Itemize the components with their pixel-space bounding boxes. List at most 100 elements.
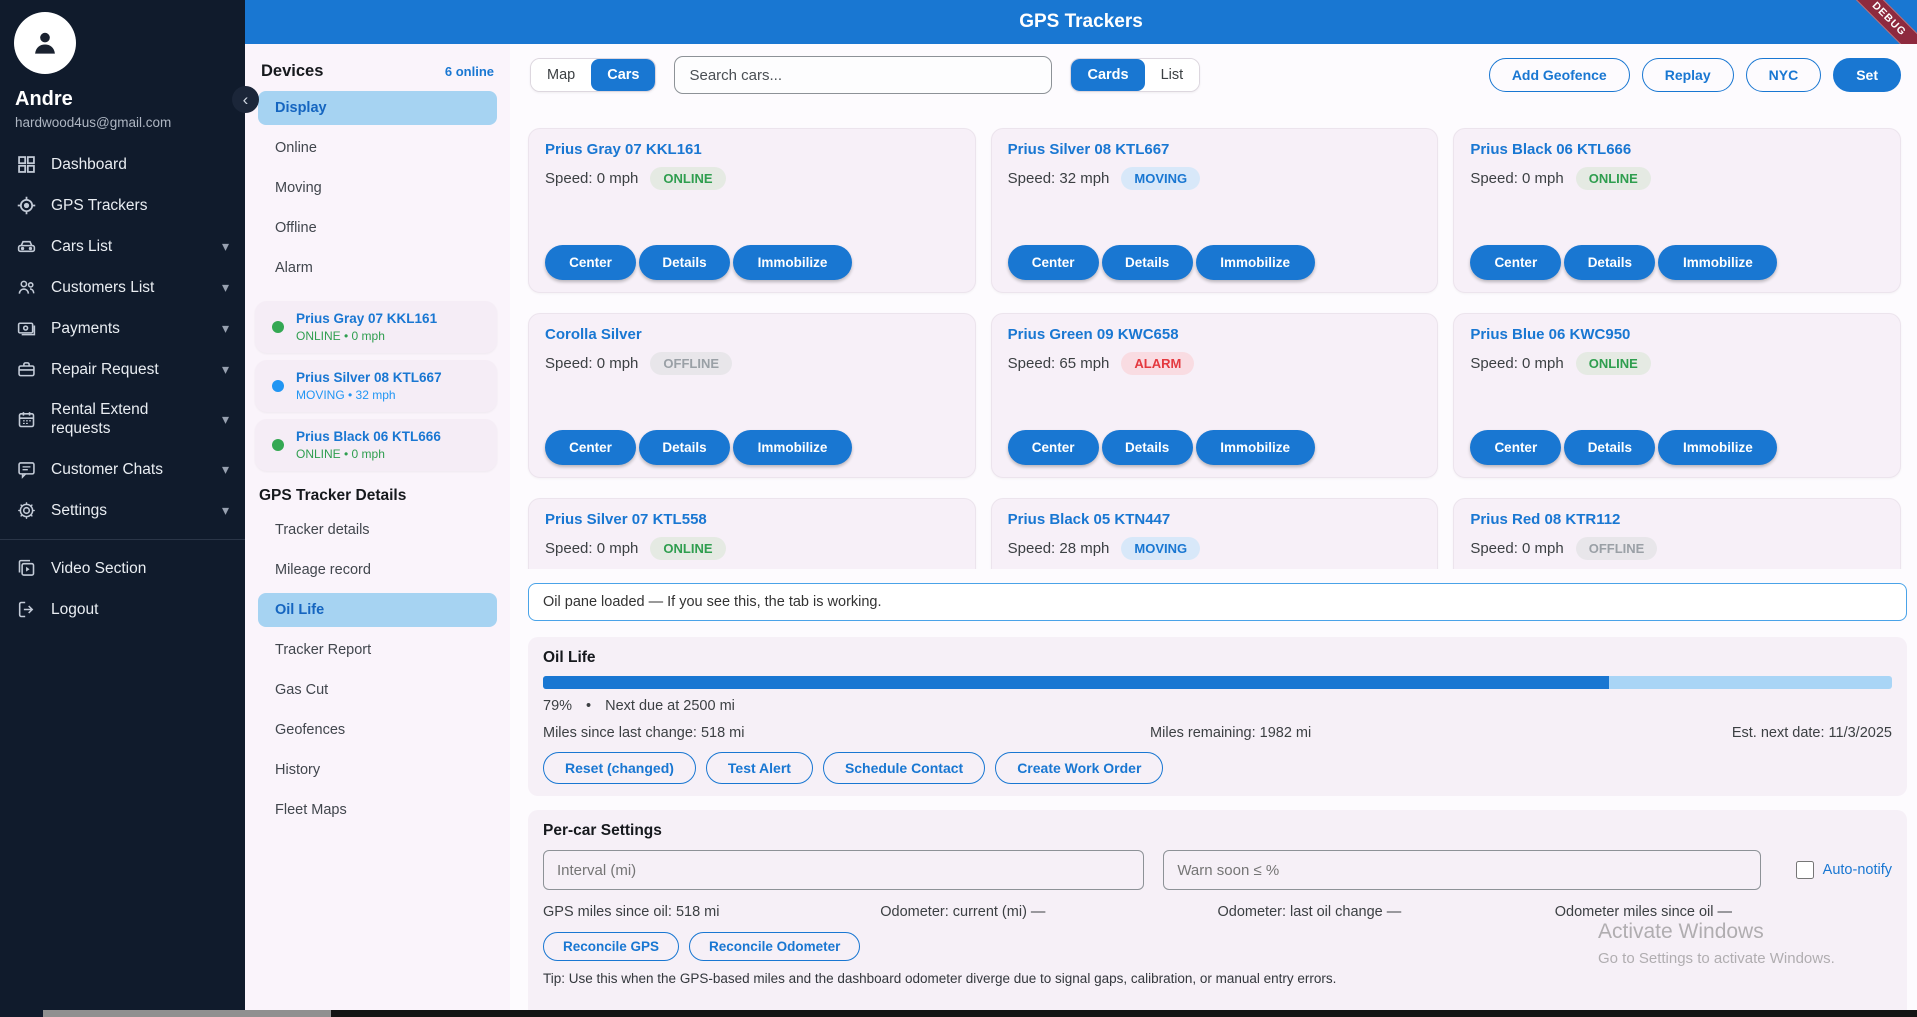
toolbar-action-button[interactable]: Replay bbox=[1641, 58, 1734, 92]
device-filter-item[interactable]: Alarm bbox=[258, 251, 497, 285]
oil-life-action-button[interactable]: Create Work Order bbox=[995, 752, 1164, 784]
device-list-item[interactable]: Prius Black 06 KTL666 ONLINE • 0 mph bbox=[255, 419, 497, 471]
car-speed: Speed: 0 mph bbox=[1470, 355, 1564, 372]
horizontal-scrollbar[interactable] bbox=[43, 1010, 1917, 1017]
device-list-item[interactable]: Prius Silver 08 KTL667 MOVING • 32 mph bbox=[255, 360, 497, 412]
tracker-details-item[interactable]: Tracker Report bbox=[258, 633, 497, 667]
sidebar-item-customers-list[interactable]: Customers List ▾ bbox=[0, 267, 245, 308]
reconcile-button[interactable]: Reconcile Odometer bbox=[689, 932, 861, 961]
center-button[interactable]: Center bbox=[1470, 245, 1562, 280]
tracker-details-label: Tracker Report bbox=[275, 642, 372, 658]
tracker-details-label: Fleet Maps bbox=[275, 802, 347, 818]
bullet-separator: • bbox=[586, 698, 592, 714]
tracker-details-item[interactable]: Mileage record bbox=[258, 553, 497, 587]
details-button[interactable]: Details bbox=[639, 430, 730, 465]
sidebar-item-logout[interactable]: Logout ▾ bbox=[0, 589, 245, 630]
status-dot-icon bbox=[272, 321, 284, 333]
reconcile-button[interactable]: Reconcile GPS bbox=[543, 932, 680, 961]
per-car-stat: Odometer miles since oil — bbox=[1554, 904, 1733, 920]
sidebar-item-video-section[interactable]: Video Section ▾ bbox=[0, 548, 245, 589]
device-status: ONLINE • 0 mph bbox=[296, 329, 385, 343]
details-button[interactable]: Details bbox=[639, 245, 730, 280]
tracker-details-item[interactable]: Oil Life bbox=[258, 593, 497, 627]
device-filter-list: Display Online Moving Offline Alarm bbox=[258, 91, 497, 285]
gear-icon bbox=[16, 500, 37, 521]
device-filter-item[interactable]: Offline bbox=[258, 211, 497, 245]
device-list-item[interactable]: Prius Gray 07 KKL161 ONLINE • 0 mph bbox=[255, 301, 497, 353]
device-filter-item[interactable]: Display bbox=[258, 91, 497, 125]
list-tab[interactable]: List bbox=[1144, 59, 1200, 91]
immobilize-button[interactable]: Immobilize bbox=[1658, 430, 1778, 465]
immobilize-button[interactable]: Immobilize bbox=[733, 430, 852, 465]
car-card: Prius Blue 06 KWC950 Speed: 0 mph ONLINE… bbox=[1453, 313, 1901, 478]
car-card: Prius Green 09 KWC658 Speed: 65 mph ALAR… bbox=[990, 313, 1439, 478]
sidebar-collapse-button[interactable]: ‹ bbox=[232, 86, 259, 113]
sidebar-item-repair-request[interactable]: Repair Request ▾ bbox=[0, 349, 245, 390]
immobilize-button[interactable]: Immobilize bbox=[1195, 245, 1315, 280]
toolbar-action-button[interactable]: Set bbox=[1833, 58, 1901, 92]
immobilize-button[interactable]: Immobilize bbox=[1195, 430, 1315, 465]
center-button[interactable]: Center bbox=[545, 245, 636, 280]
immobilize-button[interactable]: Immobilize bbox=[733, 245, 852, 280]
car-name: Prius Blue 06 KWC950 bbox=[1470, 326, 1631, 343]
tracker-details-item[interactable]: Fleet Maps bbox=[258, 793, 497, 827]
toolbar-action-button[interactable]: Add Geofence bbox=[1488, 58, 1630, 92]
car-speed: Speed: 65 mph bbox=[1007, 355, 1110, 372]
cars-tab[interactable]: Cars bbox=[591, 59, 656, 91]
oil-life-action-button[interactable]: Test Alert bbox=[705, 752, 813, 784]
oil-life-buttons: Reset (changed) Test Alert Schedule Cont… bbox=[543, 752, 1892, 784]
sidebar-item-rental-extend[interactable]: Rental Extend requests ▾ bbox=[0, 390, 245, 449]
interval-input[interactable] bbox=[543, 850, 1145, 890]
center-button[interactable]: Center bbox=[1007, 245, 1099, 280]
center-button[interactable]: Center bbox=[1007, 430, 1099, 465]
sidebar-item-payments[interactable]: Payments ▾ bbox=[0, 308, 245, 349]
oil-next-due: Next due at 2500 mi bbox=[605, 698, 735, 714]
status-badge: OFFLINE bbox=[650, 352, 733, 375]
car-name: Prius Gray 07 KKL161 bbox=[545, 141, 702, 158]
oil-pane: Oil pane loaded — If you see this, the t… bbox=[510, 569, 1917, 1017]
oil-life-card: Oil Life 79% • Next due at 2500 mi Miles… bbox=[528, 637, 1907, 796]
per-car-stat: Odometer: current (mi) — bbox=[880, 904, 1046, 920]
people-icon bbox=[16, 277, 37, 298]
toolbar-action-button[interactable]: NYC bbox=[1745, 58, 1822, 92]
auto-notify-checkbox[interactable] bbox=[1795, 861, 1814, 879]
device-filter-item[interactable]: Online bbox=[258, 131, 497, 165]
auto-notify-label[interactable]: Auto-notify bbox=[1822, 862, 1892, 878]
car-cards-grid: Prius Gray 07 KKL161 Speed: 0 mph ONLINE… bbox=[510, 106, 1917, 569]
chevron-down-icon: ▾ bbox=[221, 410, 229, 427]
details-button[interactable]: Details bbox=[1564, 430, 1656, 465]
sidebar-item-cars-list[interactable]: Cars List ▾ bbox=[0, 226, 245, 267]
main-content: Map Cars Cards List Add Geofence Replay … bbox=[510, 44, 1917, 1017]
sidebar-item-gps-trackers[interactable]: GPS Trackers ▾ bbox=[0, 185, 245, 226]
tracker-details-label: Oil Life bbox=[275, 602, 325, 618]
sidebar-item-label: GPS Trackers bbox=[51, 196, 148, 214]
tracker-details-item[interactable]: Tracker details bbox=[258, 513, 497, 547]
car-speed: Speed: 0 mph bbox=[545, 355, 639, 372]
scrollbar-thumb[interactable] bbox=[43, 1010, 331, 1017]
sidebar-item-settings[interactable]: Settings ▾ bbox=[0, 490, 245, 531]
tracker-details-item[interactable]: Gas Cut bbox=[258, 673, 497, 707]
warn-soon-input[interactable] bbox=[1163, 850, 1761, 890]
oil-life-action-button[interactable]: Reset (changed) bbox=[543, 752, 696, 784]
sidebar-item-label: Dashboard bbox=[51, 155, 127, 173]
device-filter-item[interactable]: Moving bbox=[258, 171, 497, 205]
device-name: Prius Black 06 KTL666 bbox=[296, 429, 441, 444]
details-button[interactable]: Details bbox=[1101, 245, 1193, 280]
details-button[interactable]: Details bbox=[1564, 245, 1656, 280]
center-button[interactable]: Center bbox=[545, 430, 636, 465]
tracker-details-item[interactable]: History bbox=[258, 753, 497, 787]
avatar bbox=[14, 12, 76, 74]
cards-tab[interactable]: Cards bbox=[1071, 59, 1145, 91]
oil-life-action-button[interactable]: Schedule Contact bbox=[822, 752, 986, 784]
center-button[interactable]: Center bbox=[1470, 430, 1562, 465]
search-input[interactable] bbox=[674, 56, 1053, 94]
chevron-down-icon: ▾ bbox=[221, 238, 229, 254]
map-tab[interactable]: Map bbox=[531, 59, 592, 91]
details-button[interactable]: Details bbox=[1101, 430, 1193, 465]
immobilize-button[interactable]: Immobilize bbox=[1658, 245, 1778, 280]
tracker-details-item[interactable]: Geofences bbox=[258, 713, 497, 747]
sidebar-item-customer-chats[interactable]: Customer Chats ▾ bbox=[0, 449, 245, 490]
sidebar-item-dashboard[interactable]: Dashboard ▾ bbox=[0, 144, 245, 185]
oil-life-progress-bar bbox=[543, 676, 1892, 689]
